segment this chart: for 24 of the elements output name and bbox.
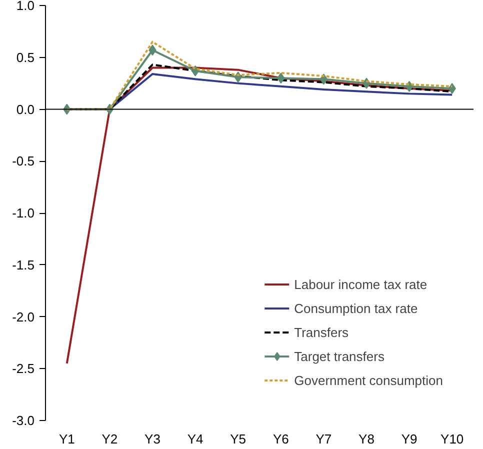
x-tick-label: Y5 (230, 432, 246, 446)
legend-label: Transfers (294, 324, 349, 340)
y-tick-label: -0.5 (12, 154, 35, 169)
y-tick-label: 1.0 (16, 0, 35, 13)
x-tick-label: Y7 (316, 432, 332, 446)
x-tick-label: Y9 (401, 432, 418, 446)
y-tick-label: 0.0 (16, 102, 35, 117)
x-tick-label: Y6 (272, 432, 289, 446)
y-tick-label: 0.5 (16, 50, 35, 65)
y-tick-label: -1.0 (12, 206, 35, 220)
legend-label: Consumption tax rate (294, 300, 418, 316)
legend-label: Government consumption (294, 372, 443, 388)
x-tick-label: Y10 (440, 432, 464, 446)
y-tick-label: -3.0 (12, 413, 35, 428)
x-tick-label: Y2 (102, 432, 118, 446)
y-tick-label: -2.5 (12, 361, 35, 376)
y-tick-label: -1.5 (12, 257, 35, 272)
x-tick-label: Y8 (358, 432, 374, 446)
y-tick-label: -2.0 (12, 309, 35, 324)
x-tick-label: Y1 (58, 432, 75, 446)
x-tick-label: Y4 (187, 432, 204, 446)
legend-label: Labour income tax rate (294, 276, 428, 292)
legend-label: Target transfers (294, 348, 384, 364)
x-tick-label: Y3 (144, 432, 160, 446)
